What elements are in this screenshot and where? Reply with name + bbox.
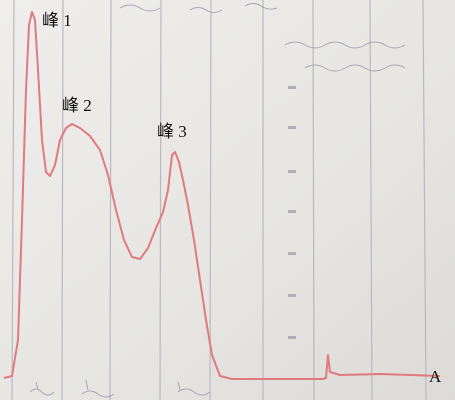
scale-mark [288, 336, 296, 339]
scale-mark [288, 126, 296, 129]
scale-mark [288, 294, 296, 297]
scale-mark [288, 86, 296, 89]
peak-label: 峰 2 [62, 96, 92, 115]
scale-mark [288, 210, 296, 213]
scale-mark [288, 170, 296, 173]
scale-mark [288, 252, 296, 255]
peak-label: 峰 1 [42, 11, 72, 30]
panel-label: A [429, 367, 442, 386]
chromatogram-photo: 峰 1 峰 2 峰 3 A [0, 0, 455, 400]
peak-label: 峰 3 [157, 122, 187, 141]
paper-background [0, 0, 455, 400]
page: {"labels": {"peak_1": "峰 1", "peak_2": "… [0, 0, 455, 400]
